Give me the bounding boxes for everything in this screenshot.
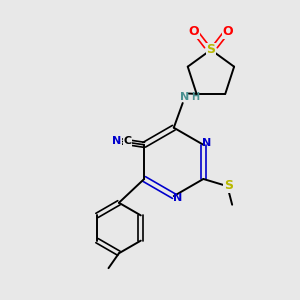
Text: O: O bbox=[188, 25, 199, 38]
Text: N: N bbox=[112, 136, 122, 146]
Text: S: S bbox=[206, 43, 215, 56]
Text: N: N bbox=[180, 92, 189, 102]
Text: O: O bbox=[223, 25, 233, 38]
Text: N: N bbox=[202, 138, 212, 148]
Text: C: C bbox=[123, 136, 131, 146]
Text: N: N bbox=[173, 193, 182, 202]
Text: S: S bbox=[224, 179, 233, 192]
Text: H: H bbox=[191, 92, 200, 102]
